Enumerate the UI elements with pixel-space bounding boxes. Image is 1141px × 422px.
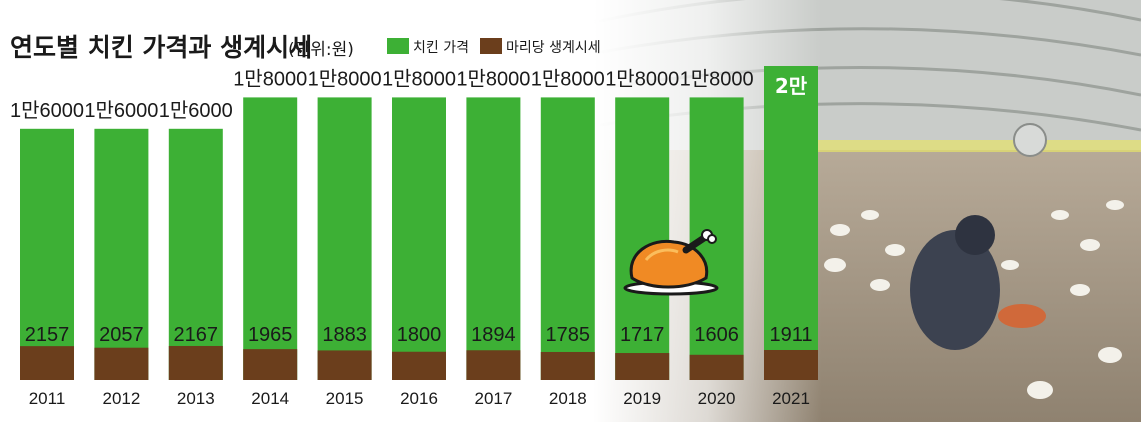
price-value-label: 2만 xyxy=(775,74,808,98)
cost-value-label: 1911 xyxy=(769,324,812,346)
cost-bar-2011 xyxy=(20,346,74,380)
cost-value-label: 2167 xyxy=(174,324,219,346)
price-bar-2011 xyxy=(20,128,74,380)
cost-value-label: 1800 xyxy=(397,324,442,346)
price-bar-2017 xyxy=(466,97,521,381)
cost-bar-2013 xyxy=(168,345,223,380)
roast-chicken-icon xyxy=(623,229,719,296)
price-bar-2012 xyxy=(94,128,149,380)
price-bar-2018 xyxy=(540,97,595,381)
year-tick-label: 2016 xyxy=(400,389,438,408)
legend-label-price: 치킨 가격 xyxy=(413,40,469,56)
cost-bar-2019 xyxy=(615,353,670,380)
unit-label: (단위:원) xyxy=(288,40,354,60)
cost-value-label: 1894 xyxy=(471,324,516,346)
year-tick-label: 2011 xyxy=(29,389,66,408)
year-tick-label: 2019 xyxy=(623,389,661,408)
cost-value-label: 1883 xyxy=(322,324,367,346)
cost-value-label: 1717 xyxy=(620,324,665,346)
legend-label-cost: 마리당 생계시세 xyxy=(506,40,601,56)
price-bar-2013 xyxy=(168,128,223,380)
legend-swatch-cost xyxy=(480,38,502,54)
cost-value-label: 1785 xyxy=(546,324,591,346)
legend-swatch-price xyxy=(387,38,409,54)
cost-bar-2017 xyxy=(466,350,521,380)
year-tick-label: 2020 xyxy=(698,389,736,408)
year-tick-label: 2017 xyxy=(474,389,512,408)
year-tick-label: 2013 xyxy=(177,389,215,408)
price-bar-2019 xyxy=(615,97,670,381)
chart-title: 연도별 치킨 가격과 생계시세 xyxy=(10,33,312,62)
cost-bar-2018 xyxy=(540,351,595,380)
price-value-label: 1만8000 xyxy=(382,67,456,90)
cost-bar-2016 xyxy=(392,351,446,380)
cost-bar-2015 xyxy=(317,350,372,380)
year-tick-label: 2015 xyxy=(326,389,364,408)
cost-bar-2014 xyxy=(243,349,298,380)
price-value-label: 1만6000 xyxy=(159,99,233,122)
cost-value-label: 2057 xyxy=(99,324,144,346)
price-value-label: 1만8000 xyxy=(233,67,307,90)
cost-value-label: 1965 xyxy=(248,324,293,346)
cost-value-label: 1606 xyxy=(694,324,739,346)
year-tick-label: 2014 xyxy=(251,389,289,408)
cost-value-label: 2157 xyxy=(25,324,70,346)
price-value-label: 1만8000 xyxy=(308,67,382,90)
bars-group: 1만6000 2157 2011 1만6000 2057 2012 1만6000 2167 20… xyxy=(10,66,818,408)
year-tick-label: 2021 xyxy=(772,389,810,408)
price-value-label: 1만6000 xyxy=(10,99,84,122)
price-value-label: 1만8000 xyxy=(605,67,679,90)
cost-bar-2021 xyxy=(764,349,818,380)
price-value-label: 1만8000 xyxy=(680,67,754,90)
price-bar-2015 xyxy=(317,97,372,381)
price-value-label: 1만8000 xyxy=(456,67,530,90)
price-value-label: 1만6000 xyxy=(84,99,158,122)
price-bar-2014 xyxy=(243,97,298,381)
price-bar-2016 xyxy=(392,97,446,381)
cost-bar-2020 xyxy=(689,354,744,380)
year-tick-label: 2012 xyxy=(102,389,140,408)
price-value-label: 1만8000 xyxy=(531,67,605,90)
cost-bar-2012 xyxy=(94,347,149,380)
year-tick-label: 2018 xyxy=(549,389,587,408)
price-bar-2021 xyxy=(764,66,818,380)
